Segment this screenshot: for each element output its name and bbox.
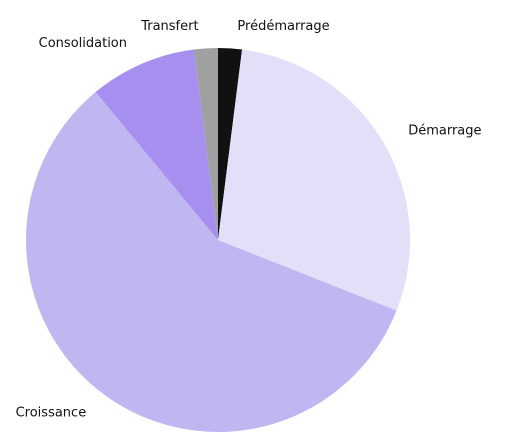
pie-slice <box>25 92 397 432</box>
slice-label: Démarrage <box>408 124 481 139</box>
slice-label: Prédémarrage <box>237 19 329 34</box>
pie-slice <box>218 48 243 240</box>
slice-label: Croissance <box>16 406 87 421</box>
slice-label: Transfert <box>140 19 198 34</box>
pie-slice <box>218 49 410 311</box>
slice-label: Consolidation <box>39 36 127 51</box>
pie-slice <box>193 48 218 240</box>
pie-slice <box>95 49 218 240</box>
